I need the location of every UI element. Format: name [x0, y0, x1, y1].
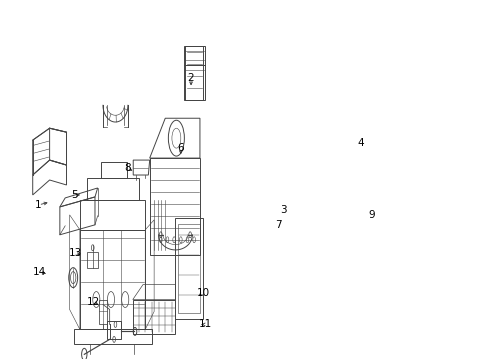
Text: 7: 7	[275, 220, 282, 230]
Text: 1: 1	[35, 200, 42, 210]
Text: 8: 8	[124, 163, 131, 173]
Text: 6: 6	[177, 143, 184, 153]
Text: 11: 11	[198, 319, 212, 329]
Text: 12: 12	[87, 297, 100, 306]
Text: 14: 14	[33, 267, 46, 276]
Text: 3: 3	[280, 205, 287, 215]
Text: 2: 2	[188, 73, 195, 84]
Text: 4: 4	[358, 138, 364, 148]
Text: 9: 9	[369, 210, 375, 220]
Text: 13: 13	[68, 248, 82, 258]
Text: 10: 10	[196, 288, 210, 298]
Text: 5: 5	[71, 190, 77, 200]
